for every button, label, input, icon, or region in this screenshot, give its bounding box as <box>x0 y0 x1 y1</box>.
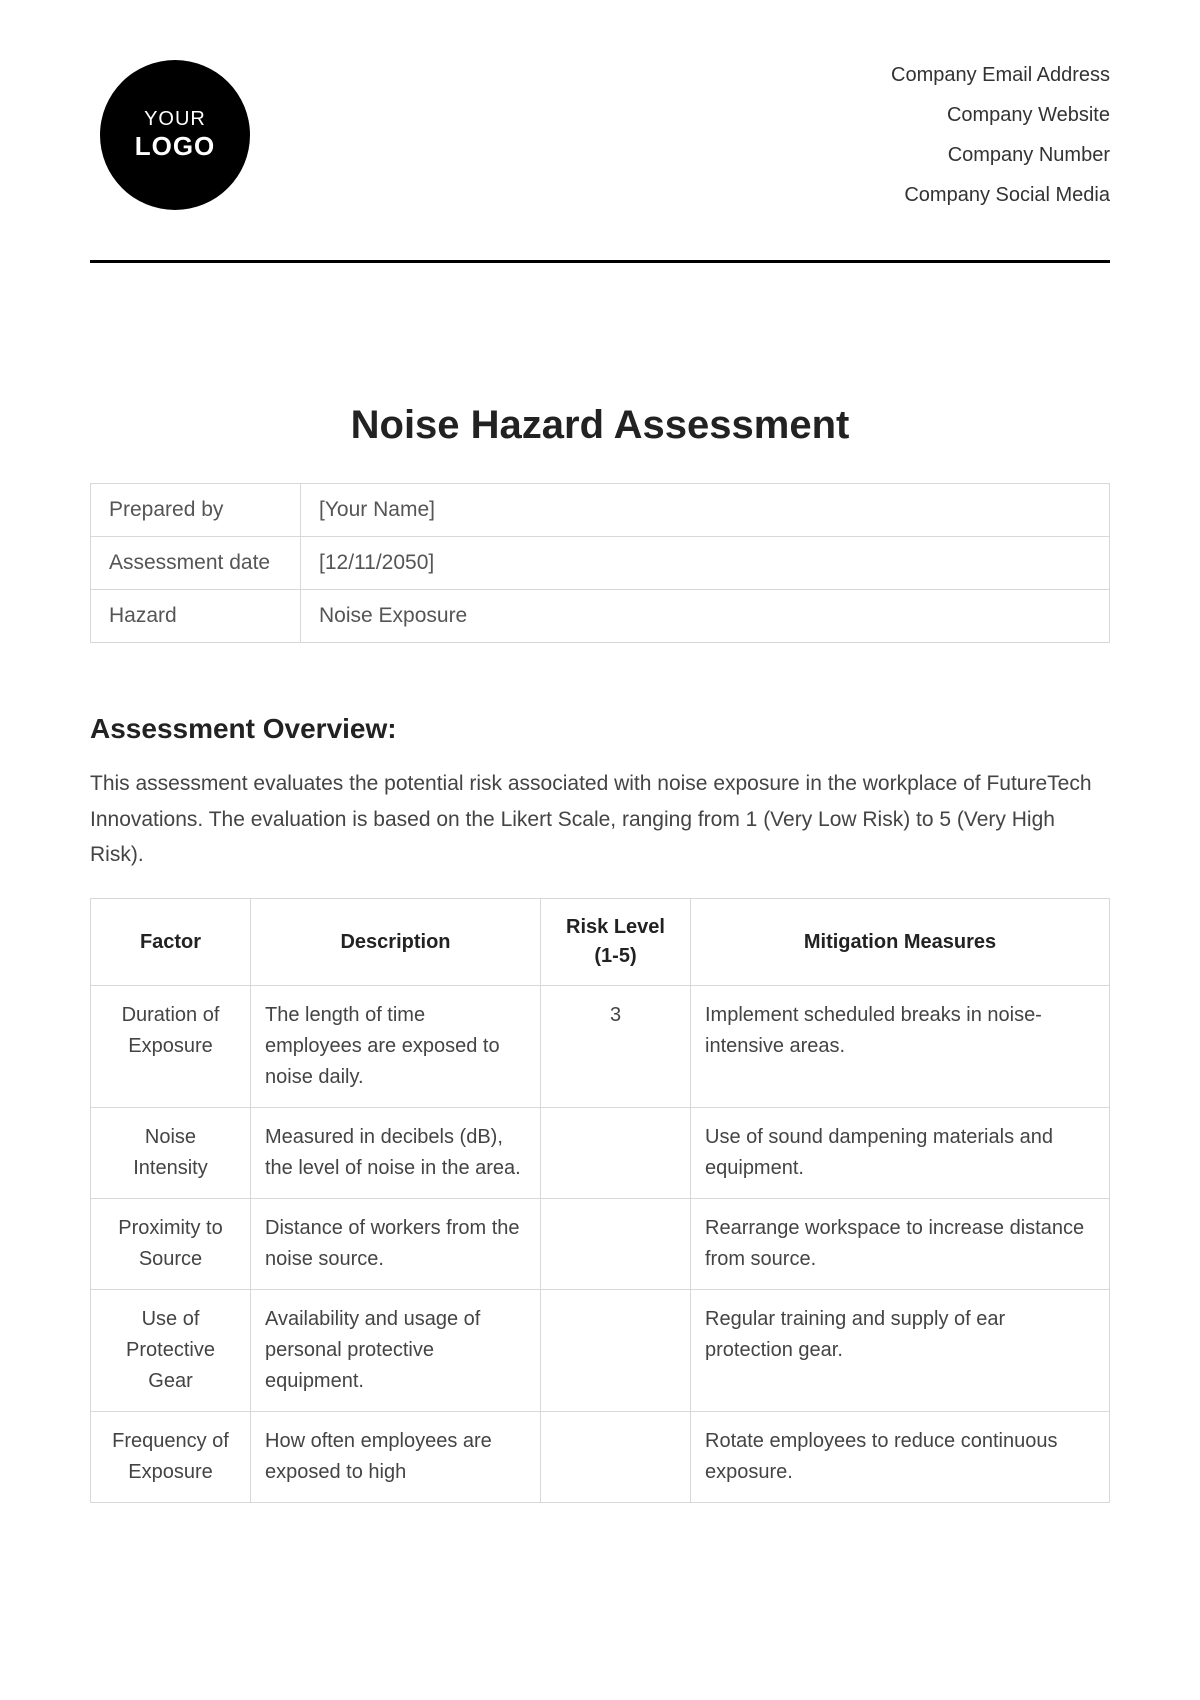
logo-line1: YOUR <box>144 108 206 131</box>
meta-label: Hazard <box>91 590 301 643</box>
table-row: Noise Intensity Measured in decibels (dB… <box>91 1108 1110 1199</box>
cell-factor: Duration of Exposure <box>91 986 251 1108</box>
cell-mitigation: Implement scheduled breaks in noise-inte… <box>691 986 1110 1108</box>
meta-label: Prepared by <box>91 484 301 537</box>
cell-description: How often employees are exposed to high <box>251 1412 541 1503</box>
logo-placeholder: YOUR LOGO <box>100 60 250 210</box>
col-mitigation: Mitigation Measures <box>691 899 1110 986</box>
document-title: Noise Hazard Assessment <box>90 403 1110 448</box>
cell-factor: Frequency of Exposure <box>91 1412 251 1503</box>
company-number: Company Number <box>891 135 1110 175</box>
overview-text: This assessment evaluates the potential … <box>90 766 1110 873</box>
cell-description: Distance of workers from the noise sourc… <box>251 1199 541 1290</box>
col-risk: Risk Level (1-5) <box>541 899 691 986</box>
cell-mitigation: Rearrange workspace to increase distance… <box>691 1199 1110 1290</box>
document-header: YOUR LOGO Company Email Address Company … <box>90 50 1110 235</box>
meta-value: Noise Exposure <box>301 590 1110 643</box>
cell-risk: 3 <box>541 986 691 1108</box>
company-email: Company Email Address <box>891 55 1110 95</box>
company-social: Company Social Media <box>891 175 1110 215</box>
cell-risk <box>541 1290 691 1412</box>
table-row: Use of Protective Gear Availability and … <box>91 1290 1110 1412</box>
cell-risk <box>541 1412 691 1503</box>
table-row: Proximity to Source Distance of workers … <box>91 1199 1110 1290</box>
document-page: YOUR LOGO Company Email Address Company … <box>0 0 1200 1700</box>
cell-mitigation: Use of sound dampening materials and equ… <box>691 1108 1110 1199</box>
cell-description: Availability and usage of personal prote… <box>251 1290 541 1412</box>
cell-description: Measured in decibels (dB), the level of … <box>251 1108 541 1199</box>
table-row: Frequency of Exposure How often employee… <box>91 1412 1110 1503</box>
cell-factor: Use of Protective Gear <box>91 1290 251 1412</box>
assessment-table: Factor Description Risk Level (1-5) Miti… <box>90 898 1110 1503</box>
header-divider <box>90 260 1110 263</box>
col-factor: Factor <box>91 899 251 986</box>
company-info: Company Email Address Company Website Co… <box>891 50 1110 215</box>
meta-table: Prepared by [Your Name] Assessment date … <box>90 483 1110 643</box>
meta-value: [12/11/2050] <box>301 537 1110 590</box>
meta-row: Assessment date [12/11/2050] <box>91 537 1110 590</box>
table-header-row: Factor Description Risk Level (1-5) Miti… <box>91 899 1110 986</box>
overview-heading: Assessment Overview: <box>90 713 1110 745</box>
meta-row: Prepared by [Your Name] <box>91 484 1110 537</box>
logo-line2: LOGO <box>135 131 216 162</box>
meta-value: [Your Name] <box>301 484 1110 537</box>
table-row: Duration of Exposure The length of time … <box>91 986 1110 1108</box>
meta-row: Hazard Noise Exposure <box>91 590 1110 643</box>
col-description: Description <box>251 899 541 986</box>
cell-mitigation: Regular training and supply of ear prote… <box>691 1290 1110 1412</box>
company-website: Company Website <box>891 95 1110 135</box>
cell-mitigation: Rotate employees to reduce continuous ex… <box>691 1412 1110 1503</box>
cell-factor: Noise Intensity <box>91 1108 251 1199</box>
cell-description: The length of time employees are exposed… <box>251 986 541 1108</box>
cell-factor: Proximity to Source <box>91 1199 251 1290</box>
cell-risk <box>541 1199 691 1290</box>
meta-label: Assessment date <box>91 537 301 590</box>
cell-risk <box>541 1108 691 1199</box>
